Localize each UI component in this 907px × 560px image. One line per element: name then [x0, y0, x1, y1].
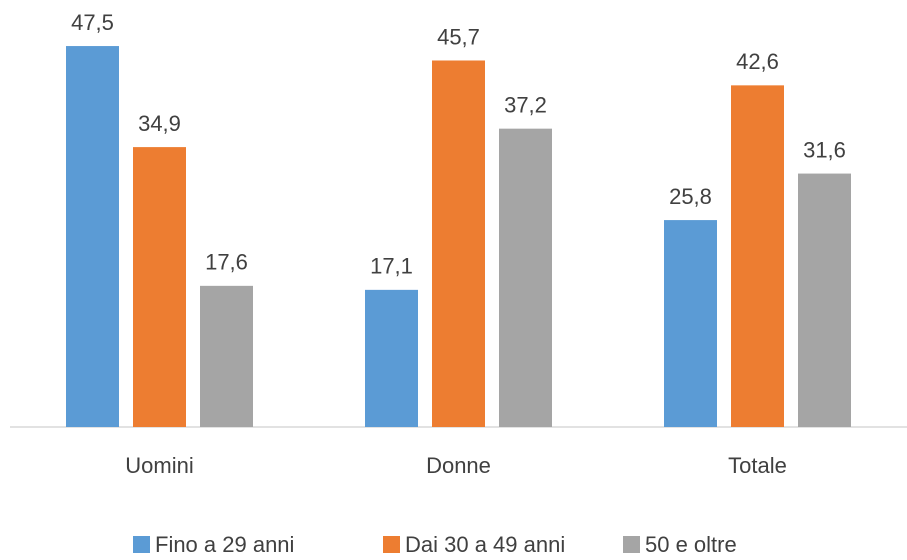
legend-label: Dai 30 a 49 anni [405, 532, 565, 557]
bar [432, 60, 485, 428]
legend-swatch [623, 536, 640, 553]
legend-swatch [133, 536, 150, 553]
value-label: 34,9 [138, 111, 181, 136]
legend-label: 50 e oltre [645, 532, 737, 557]
value-label: 17,6 [205, 250, 248, 275]
legend-label: Fino a 29 anni [155, 532, 294, 557]
x-tick-label: Uomini [125, 453, 193, 478]
bar [365, 289, 418, 427]
value-label: 25,8 [669, 184, 712, 209]
value-label: 31,6 [803, 137, 846, 162]
value-label: 17,1 [370, 254, 413, 279]
bar [664, 220, 717, 427]
legend-swatch [383, 536, 400, 553]
value-label: 37,2 [504, 92, 547, 117]
x-tick-label: Totale [728, 453, 787, 478]
value-label: 42,6 [736, 49, 779, 74]
bar [731, 85, 784, 428]
bar [66, 46, 119, 428]
bar [499, 128, 552, 427]
value-label: 45,7 [437, 24, 480, 49]
bar [133, 147, 186, 428]
x-tick-label: Donne [426, 453, 491, 478]
value-label: 47,5 [71, 10, 114, 35]
bar [798, 173, 851, 427]
bar [200, 285, 253, 427]
